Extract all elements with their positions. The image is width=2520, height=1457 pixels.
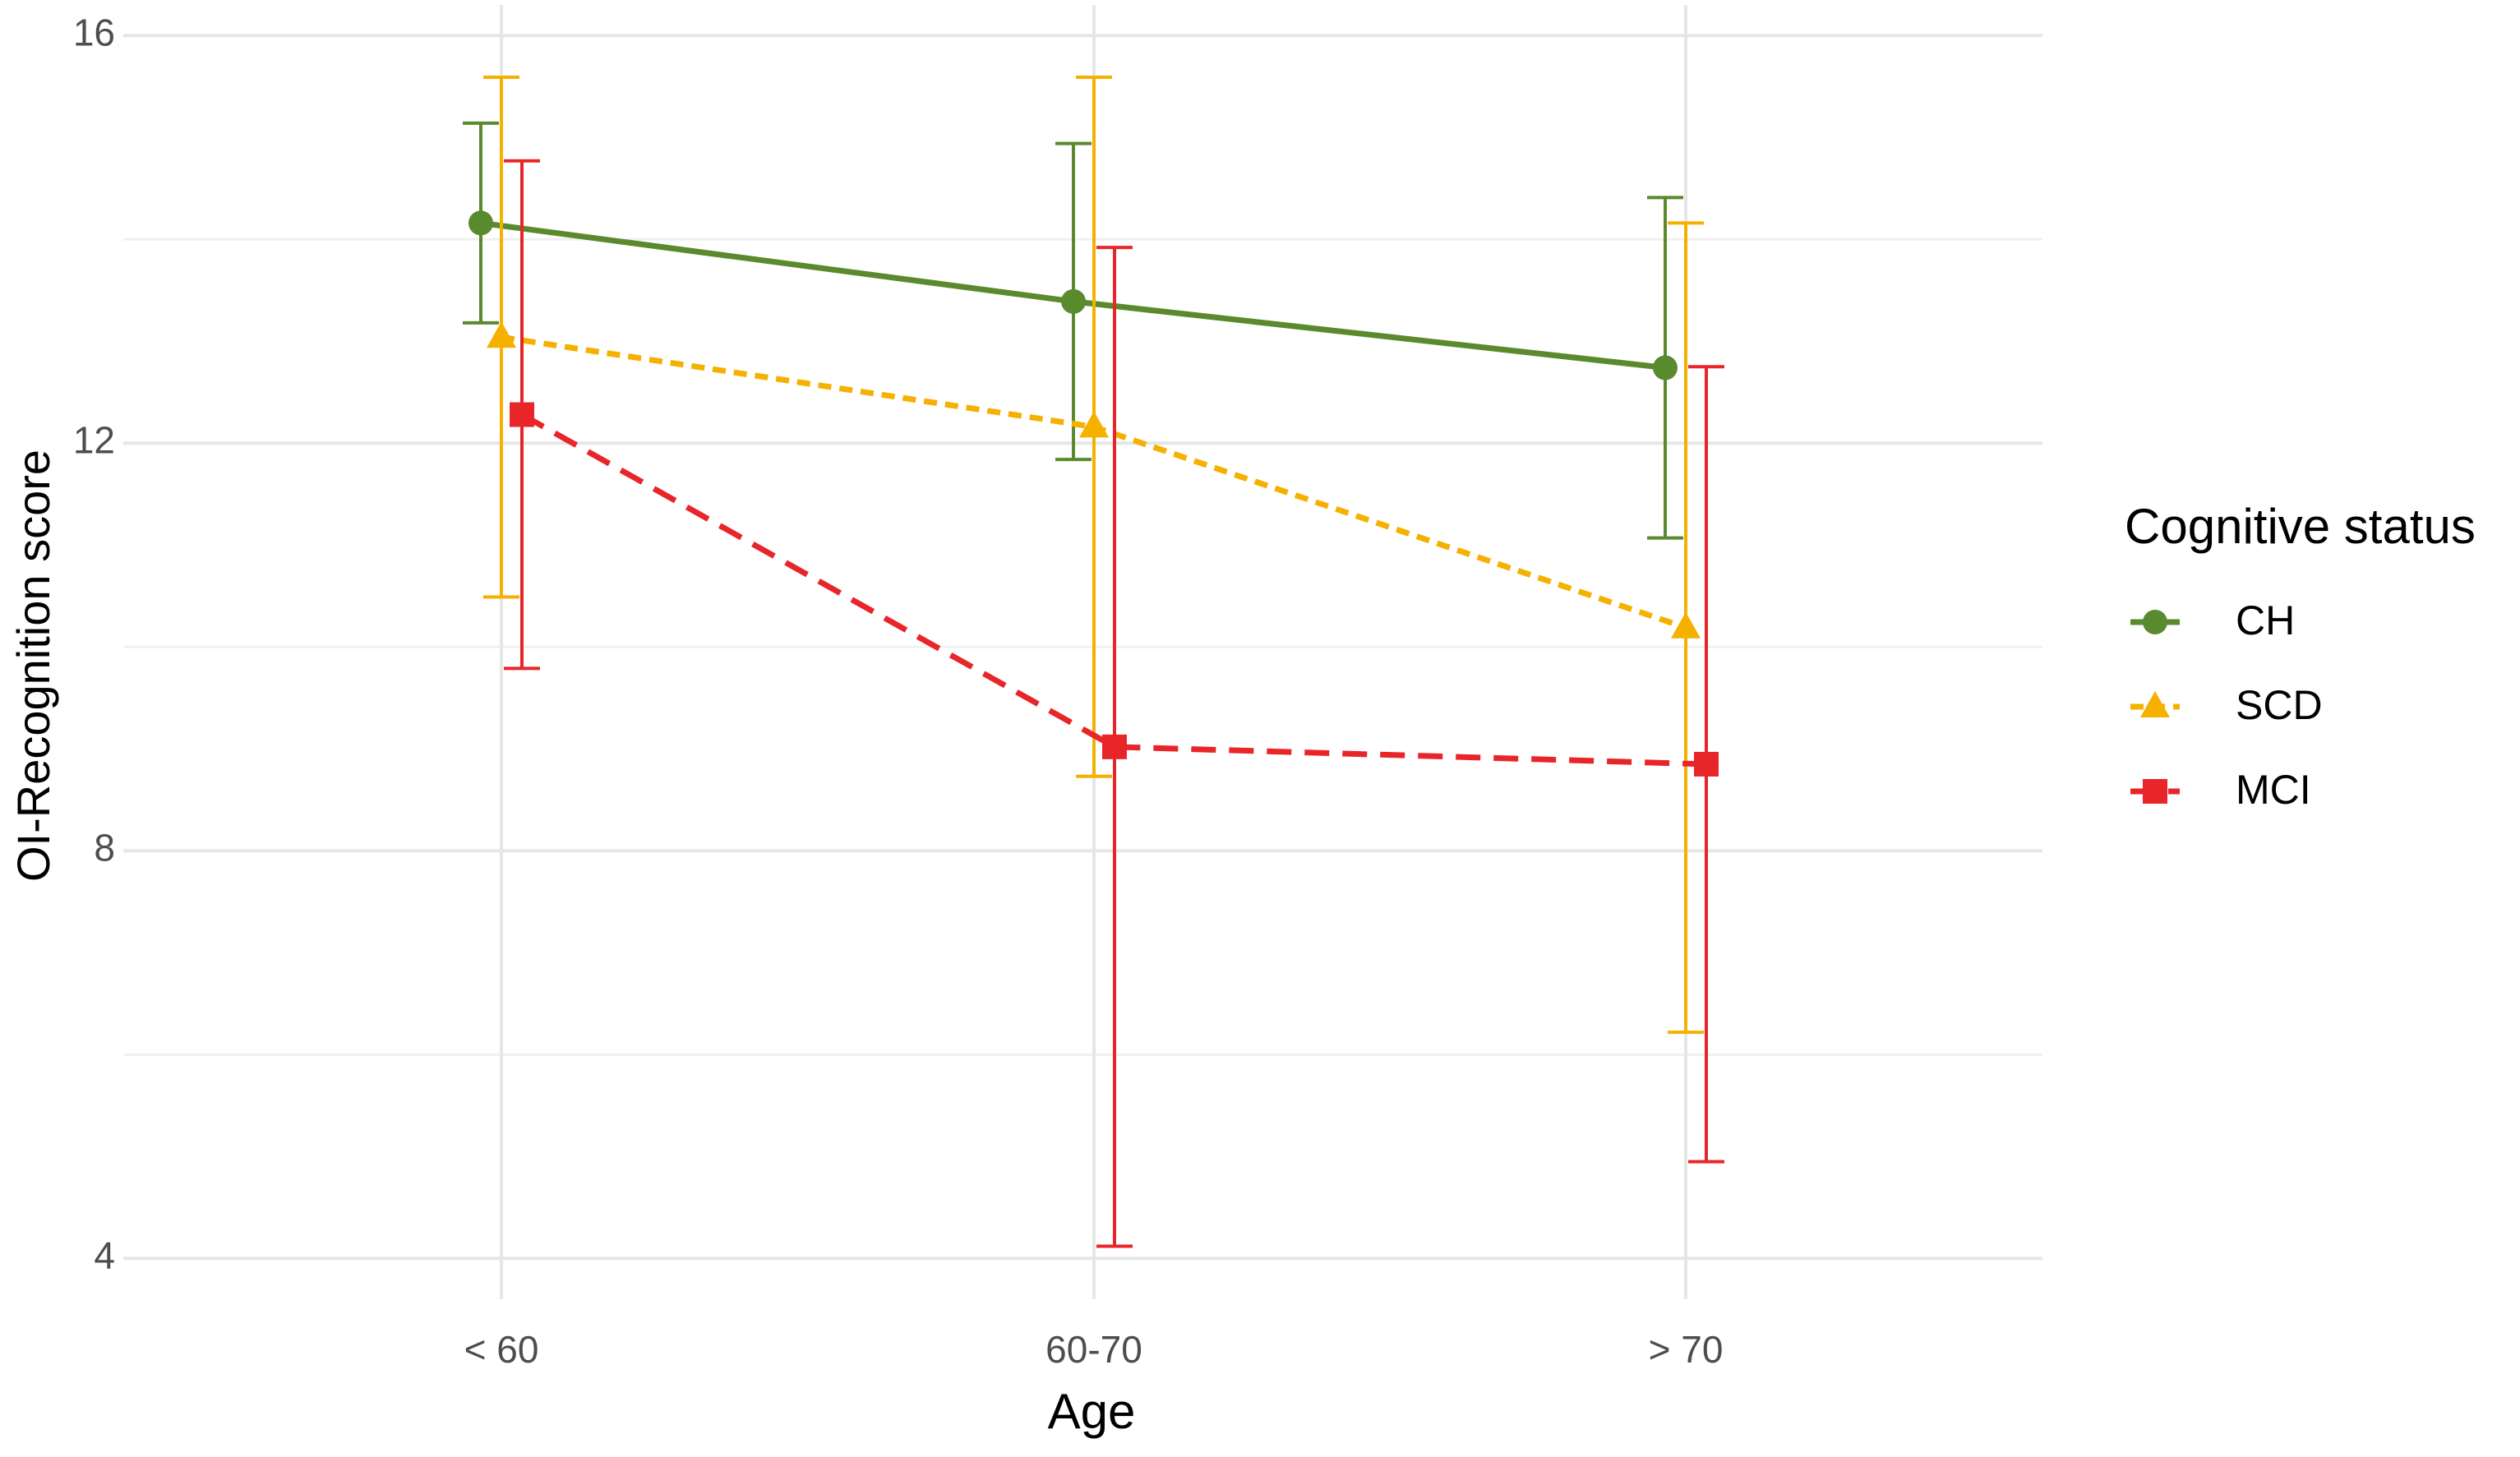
- marker: [1653, 355, 1678, 380]
- y-axis-title: OI-Recognition score: [7, 450, 59, 882]
- series: [504, 159, 1724, 1248]
- legend-entry: SCD: [2130, 682, 2323, 728]
- series: [463, 121, 1683, 540]
- legend-label: MCI: [2236, 767, 2311, 813]
- marker: [1694, 751, 1719, 777]
- legend-label: SCD: [2236, 682, 2323, 728]
- y-tick-label: 8: [94, 826, 115, 869]
- series: [483, 76, 1704, 1035]
- marker: [1102, 734, 1127, 759]
- y-tick-label: 12: [73, 418, 115, 461]
- legend-title: Cognitive status: [2125, 499, 2476, 554]
- legend-entry: MCI: [2130, 767, 2311, 813]
- marker: [2140, 691, 2170, 717]
- legend-entry: CH: [2130, 597, 2295, 643]
- marker: [2143, 610, 2167, 634]
- marker: [2143, 779, 2167, 804]
- x-tick-label: > 70: [1649, 1328, 1724, 1371]
- y-tick-label: 16: [73, 11, 115, 53]
- marker: [1061, 288, 1086, 314]
- legend-label: CH: [2236, 597, 2295, 643]
- x-tick-label: < 60: [464, 1328, 539, 1371]
- marker: [487, 321, 516, 348]
- grid: [123, 5, 2042, 1299]
- x-tick-label: 60-70: [1045, 1328, 1142, 1371]
- x-axis-title: Age: [1048, 1384, 1136, 1439]
- marker: [510, 402, 534, 427]
- marker: [468, 210, 493, 236]
- marker: [1671, 611, 1701, 639]
- y-tick-label: 4: [94, 1234, 115, 1277]
- marker: [1079, 411, 1109, 438]
- series-line: [520, 412, 1707, 768]
